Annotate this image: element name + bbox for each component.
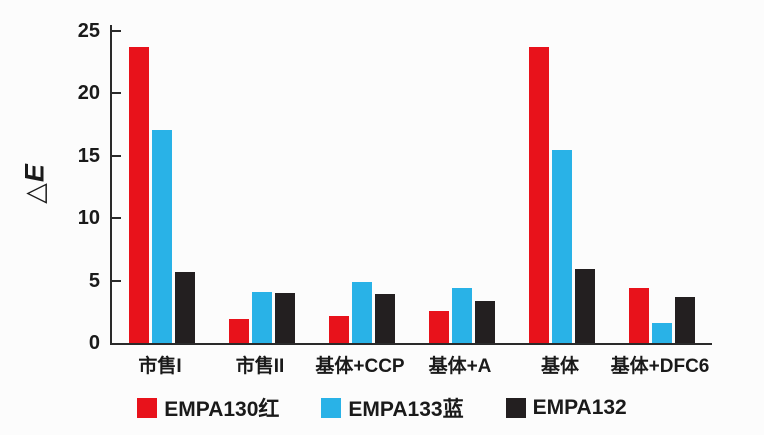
bar-EMPA133蓝 xyxy=(552,149,572,343)
bar-EMPA132 xyxy=(275,293,295,343)
legend-swatch xyxy=(505,398,526,418)
bar-group xyxy=(612,288,712,343)
x-category-label: 基体 xyxy=(540,356,579,377)
bar-EMPA132 xyxy=(675,296,695,343)
y-tick-label: 0 xyxy=(88,332,100,354)
bar-EMPA133蓝 xyxy=(452,288,472,343)
legend-item: EMPA130红 xyxy=(137,393,279,423)
bar-EMPA132 xyxy=(375,294,395,343)
legend-item: EMPA132 xyxy=(505,396,627,420)
y-tick xyxy=(112,217,121,220)
bar-EMPA130红 xyxy=(529,47,549,343)
bar-EMPA132 xyxy=(475,300,495,343)
legend-swatch xyxy=(321,398,342,418)
x-category-label: 市售I xyxy=(138,356,182,377)
legend-label: EMPA132 xyxy=(532,396,627,419)
plot-area xyxy=(110,25,712,345)
legend: EMPA130红 EMPA133蓝 EMPA132 xyxy=(0,393,764,423)
y-tick-label: 15 xyxy=(77,144,100,167)
y-tick-label: 5 xyxy=(88,269,100,292)
bar-EMPA132 xyxy=(575,269,595,343)
bar-EMPA130红 xyxy=(229,319,249,343)
y-tick xyxy=(112,279,121,282)
x-category-label: 市售II xyxy=(235,356,285,377)
bar-EMPA130红 xyxy=(329,315,349,343)
delta-symbol: △ xyxy=(19,182,50,204)
bar-group xyxy=(312,281,412,343)
y-tick-label: 25 xyxy=(77,20,100,42)
bar-EMPA132 xyxy=(175,271,195,343)
y-tick-label: 10 xyxy=(77,207,100,230)
bar-EMPA133蓝 xyxy=(652,323,672,343)
x-category-label: 基体+DFC6 xyxy=(610,356,710,377)
legend-label: EMPA130红 xyxy=(164,398,280,421)
y-axis-label: △E xyxy=(20,129,51,239)
bar-EMPA130红 xyxy=(429,310,449,343)
bar-group xyxy=(212,291,312,343)
legend-label: EMPA133蓝 xyxy=(348,398,464,421)
y-tick xyxy=(112,92,121,95)
y-axis-label-letter: E xyxy=(19,163,50,183)
y-tick-label: 20 xyxy=(77,82,100,105)
legend-swatch xyxy=(137,398,158,418)
y-tick xyxy=(112,30,121,32)
bar-group xyxy=(412,288,512,343)
bar-EMPA130红 xyxy=(129,47,149,343)
bar-EMPA133蓝 xyxy=(252,291,272,343)
y-tick xyxy=(112,154,121,157)
x-category-label: 基体+CCP xyxy=(315,356,405,377)
bar-EMPA133蓝 xyxy=(352,281,372,343)
bar-group xyxy=(112,47,212,343)
bar-EMPA133蓝 xyxy=(152,129,172,343)
bar-group xyxy=(512,47,612,343)
bar-EMPA130红 xyxy=(629,288,649,343)
x-category-label: 基体+A xyxy=(428,356,492,377)
legend-item: EMPA133蓝 xyxy=(321,393,464,423)
